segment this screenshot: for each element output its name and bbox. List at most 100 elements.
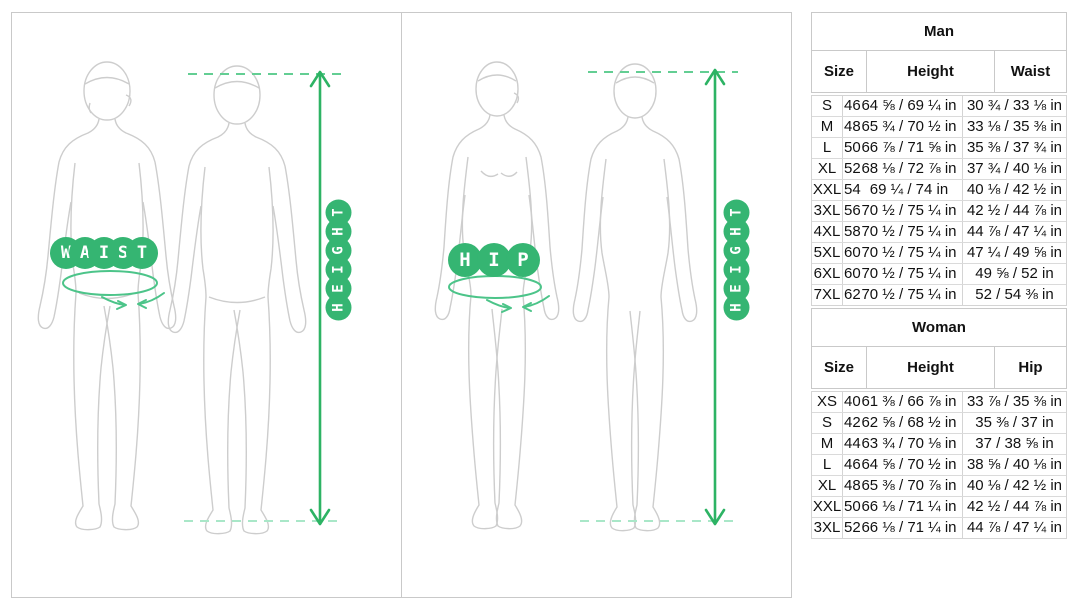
eu-size: 48 bbox=[844, 118, 861, 135]
height-range: 70 ½ / 75 ¼ in bbox=[861, 265, 957, 282]
size-cell: 3XL bbox=[812, 201, 843, 221]
girth-cell: 49 ⅝ / 52 in bbox=[975, 265, 1054, 282]
table-header: Size Height Hip bbox=[811, 347, 1067, 389]
height-range: 69 ¼ / 74 in bbox=[869, 181, 949, 198]
eu-size: 46 bbox=[844, 456, 861, 473]
table-row: 7XL 62 70 ½ / 75 ¼ in 52 / 54 ⅜ in bbox=[812, 284, 1066, 305]
height-range: 65 ⅜ / 70 ⅞ in bbox=[861, 477, 957, 494]
size-cell: L bbox=[812, 455, 843, 475]
size-cell: XL bbox=[812, 159, 843, 179]
girth-cell: 37 ¾ / 40 ⅛ in bbox=[966, 160, 1063, 177]
size-cell: M bbox=[812, 434, 843, 454]
table-row: S 46 64 ⅝ / 69 ¼ in 30 ¾ / 33 ⅛ in bbox=[812, 96, 1066, 116]
table-header: Size Height Waist bbox=[811, 51, 1067, 93]
size-tables: Man Size Height Waist S 46 64 ⅝ / 69 ¼ in 3… bbox=[811, 12, 1067, 539]
woman-size-table: Woman Size Height Hip XS 40 61 ⅜ / 66 ⅞ in… bbox=[811, 308, 1067, 539]
height-range: 62 ⅝ / 68 ½ in bbox=[861, 414, 957, 431]
height-measure-woman bbox=[580, 68, 738, 526]
girth-cell: 40 ⅛ / 42 ½ in bbox=[966, 477, 1063, 494]
height-range: 70 ½ / 75 ¼ in bbox=[861, 244, 957, 261]
size-cell: XXL bbox=[812, 180, 843, 200]
col-header-height: Height bbox=[866, 347, 994, 388]
height-range: 65 ¾ / 70 ½ in bbox=[861, 118, 957, 135]
eu-size: 58 bbox=[844, 223, 861, 240]
table-row: M 44 63 ¾ / 70 ⅛ in 37 / 38 ⅝ in bbox=[812, 433, 1066, 454]
height-range: 66 ⅛ / 71 ¼ in bbox=[861, 519, 957, 536]
eu-size: 52 bbox=[844, 160, 861, 177]
height-cell: 48 65 ¾ / 70 ½ in bbox=[843, 117, 963, 137]
height-cell: 54 69 ¼ / 74 in bbox=[843, 180, 963, 200]
size-cell: XS bbox=[812, 392, 843, 412]
table-row: M 48 65 ¾ / 70 ½ in 33 ⅛ / 35 ⅜ in bbox=[812, 116, 1066, 137]
girth-cell: 40 ⅛ / 42 ½ in bbox=[966, 181, 1063, 198]
arrowhead-up-icon bbox=[309, 70, 331, 88]
size-cell: S bbox=[812, 96, 843, 116]
eu-size: 50 bbox=[844, 139, 861, 156]
height-range: 64 ⅝ / 69 ¼ in bbox=[861, 97, 957, 114]
table-row: 6XL 60 70 ½ / 75 ¼ in 49 ⅝ / 52 in bbox=[812, 263, 1066, 284]
size-cell: L bbox=[812, 138, 843, 158]
size-cell: S bbox=[812, 413, 843, 433]
eu-size: 60 bbox=[844, 265, 861, 282]
man-back-figure bbox=[167, 65, 307, 535]
height-cell: 60 70 ½ / 75 ¼ in bbox=[843, 264, 963, 284]
size-cell: M bbox=[812, 117, 843, 137]
arrowhead-up-icon bbox=[704, 68, 726, 86]
height-range: 63 ¾ / 70 ⅛ in bbox=[861, 435, 957, 452]
height-range: 70 ½ / 75 ¼ in bbox=[861, 286, 957, 303]
girth-cell: 44 ⅞ / 47 ¼ in bbox=[966, 223, 1063, 240]
girth-cell: 35 ⅜ / 37 in bbox=[975, 414, 1054, 431]
table-row: 4XL 58 70 ½ / 75 ¼ in 44 ⅞ / 47 ¼ in bbox=[812, 221, 1066, 242]
height-range: 66 ⅛ / 71 ¼ in bbox=[861, 498, 957, 515]
badge-letter-bubble: H bbox=[448, 243, 482, 277]
table-row: XL 52 68 ⅛ / 72 ⅞ in 37 ¾ / 40 ⅛ in bbox=[812, 158, 1066, 179]
table-row: 3XL 52 66 ⅛ / 71 ¼ in 44 ⅞ / 47 ¼ in bbox=[812, 517, 1066, 538]
badge-letter-bubble: T bbox=[325, 199, 352, 226]
height-cell: 56 70 ½ / 75 ¼ in bbox=[843, 201, 963, 221]
size-cell: 5XL bbox=[812, 243, 843, 263]
height-cell: 40 61 ⅜ / 66 ⅞ in bbox=[843, 392, 963, 412]
woman-back-figure bbox=[572, 63, 698, 532]
height-cell: 52 66 ⅛ / 71 ¼ in bbox=[843, 518, 963, 538]
girth-cell: 44 ⅞ / 47 ¼ in bbox=[966, 519, 1063, 536]
eu-size: 60 bbox=[844, 244, 861, 261]
arrowhead-down-icon bbox=[704, 508, 726, 526]
girth-cell: 38 ⅝ / 40 ⅛ in bbox=[966, 456, 1063, 473]
table-row: XXL 50 66 ⅛ / 71 ¼ in 42 ½ / 44 ⅞ in bbox=[812, 496, 1066, 517]
height-cell: 60 70 ½ / 75 ¼ in bbox=[843, 243, 963, 263]
girth-cell: 35 ⅜ / 37 ¾ in bbox=[966, 139, 1063, 156]
hip-tape-icon bbox=[448, 275, 550, 313]
table-row: 5XL 60 70 ½ / 75 ¼ in 47 ¼ / 49 ⅝ in bbox=[812, 242, 1066, 263]
height-range: 64 ⅝ / 70 ½ in bbox=[861, 456, 957, 473]
eu-size: 46 bbox=[844, 97, 861, 114]
eu-size: 54 bbox=[844, 181, 861, 198]
table-body: S 46 64 ⅝ / 69 ¼ in 30 ¾ / 33 ⅛ in M 48 65 ¾ /… bbox=[811, 95, 1067, 306]
girth-cell: 42 ½ / 44 ⅞ in bbox=[966, 498, 1063, 515]
size-cell: 6XL bbox=[812, 264, 843, 284]
table-row: L 50 66 ⅞ / 71 ⅝ in 35 ⅜ / 37 ¾ in bbox=[812, 137, 1066, 158]
eu-size: 42 bbox=[844, 414, 861, 431]
man-figure-illustration bbox=[37, 61, 343, 535]
table-row: XXL 54 69 ¼ / 74 in 40 ⅛ / 42 ½ in bbox=[812, 179, 1066, 200]
height-cell: 48 65 ⅜ / 70 ⅞ in bbox=[843, 476, 963, 496]
height-range: 70 ½ / 75 ¼ in bbox=[861, 202, 957, 219]
eu-size: 40 bbox=[844, 393, 861, 410]
height-cell: 44 63 ¾ / 70 ⅛ in bbox=[843, 434, 963, 454]
col-header-height: Height bbox=[866, 51, 994, 92]
badge-letter-bubble: T bbox=[126, 237, 158, 269]
height-cell: 50 66 ⅞ / 71 ⅝ in bbox=[843, 138, 963, 158]
size-cell: XL bbox=[812, 476, 843, 496]
height-measure-man bbox=[184, 70, 343, 526]
height-cell: 46 64 ⅝ / 70 ½ in bbox=[843, 455, 963, 475]
eu-size: 44 bbox=[844, 435, 861, 452]
table-title: Woman bbox=[811, 308, 1067, 347]
woman-figure-illustration bbox=[434, 61, 738, 532]
size-cell: XXL bbox=[812, 497, 843, 517]
table-row: S 42 62 ⅝ / 68 ½ in 35 ⅜ / 37 in bbox=[812, 412, 1066, 433]
col-header-size: Size bbox=[823, 63, 854, 80]
woman-front-figure bbox=[434, 61, 560, 530]
